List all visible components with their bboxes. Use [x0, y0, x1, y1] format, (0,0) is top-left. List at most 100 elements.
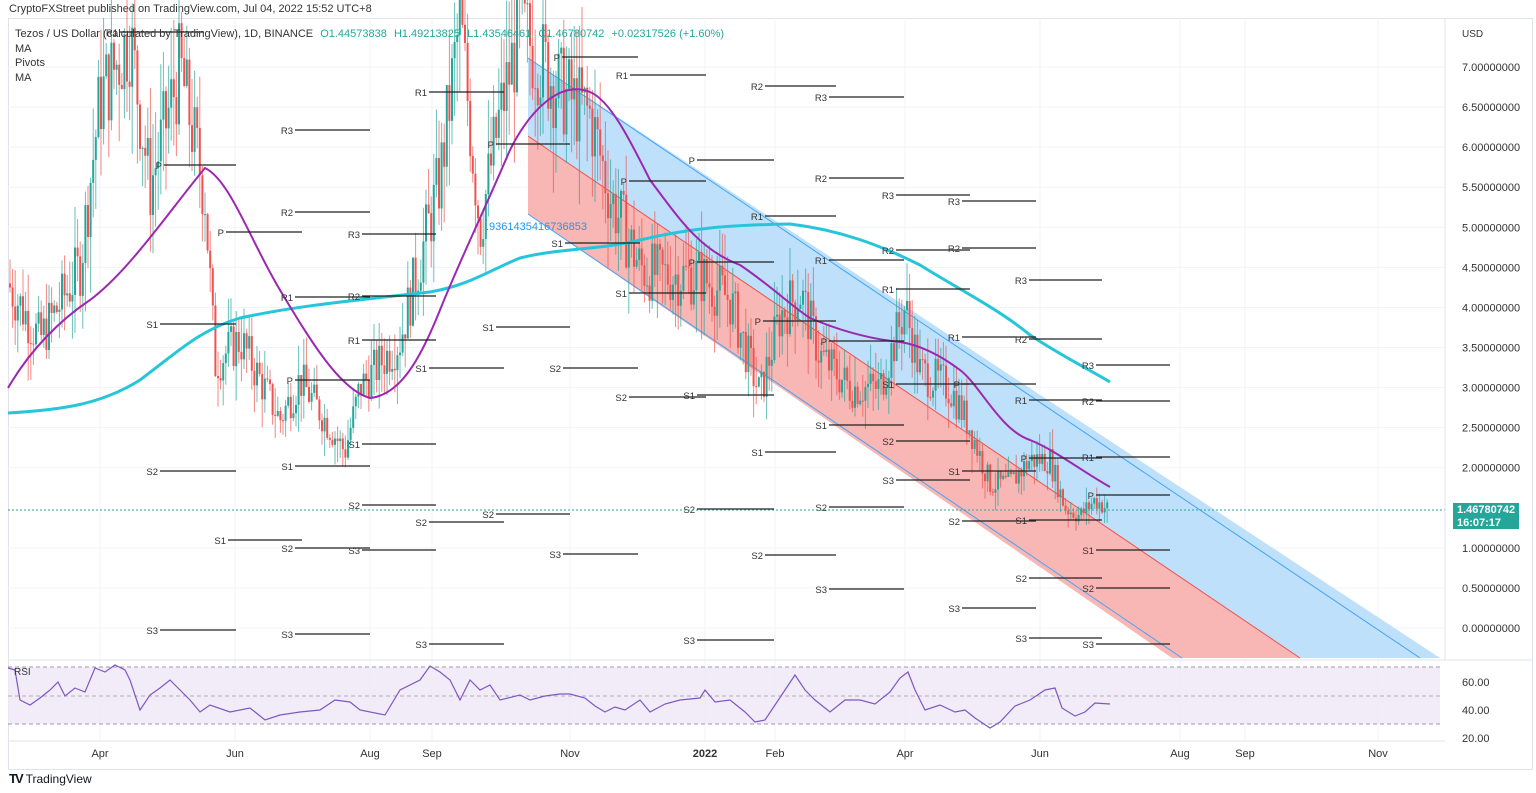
price-tick: 6.00000000: [1462, 142, 1520, 154]
pivot-label: P: [1021, 454, 1027, 465]
pivot-label: S1: [415, 364, 427, 375]
pivot-label: S2: [146, 467, 158, 478]
pivot-label: S3: [815, 585, 827, 596]
price-tick: 3.00000000: [1462, 383, 1520, 395]
pivot-label: S1: [482, 323, 494, 334]
time-tick: Aug: [1170, 748, 1190, 760]
pivot-label: S1: [214, 536, 226, 547]
pivot-label: R2: [882, 246, 894, 257]
time-axis[interactable]: Apr Jun Aug Sep Nov 2022 Feb Apr Jun Aug Sep Nov: [91, 748, 1388, 760]
pivot-label: R3: [1015, 276, 1027, 287]
pivot-label: R3: [882, 191, 894, 202]
pivot-label: R2: [751, 82, 763, 93]
publisher-caption: CryptoFXStreet published on TradingView.…: [9, 3, 372, 15]
pivot-label: S2: [615, 393, 627, 404]
pivot-label: S1: [146, 320, 158, 331]
descending-channel[interactable]: [527, 57, 1440, 659]
price-tick: 5.00000000: [1462, 222, 1520, 234]
pivot-label: S1: [615, 289, 627, 300]
indicator-ma-1[interactable]: MA: [15, 42, 32, 55]
pivot-label: P: [954, 380, 960, 391]
open-value: O1.44573838: [320, 28, 387, 40]
currency-label: USD: [1462, 29, 1483, 40]
symbol-name[interactable]: Tezos / US Dollar (calculated by Trading…: [15, 28, 314, 40]
pivot-label: S1: [948, 467, 960, 478]
pivot-label: R1: [281, 293, 293, 304]
pivot-label: S3: [948, 604, 960, 615]
pivot-label: P: [755, 317, 761, 328]
pivot-label: R1: [751, 212, 763, 223]
pivot-label: S2: [415, 518, 427, 529]
low-value: L1.43546461: [467, 28, 532, 40]
pivot-label: R2: [1082, 397, 1094, 408]
pivot-label: S3: [146, 626, 158, 637]
price-tick: 6.50000000: [1462, 102, 1520, 114]
pivot-label: P: [689, 156, 695, 167]
pivot-label: S1: [281, 462, 293, 473]
pivot-label: S3: [882, 476, 894, 487]
pivot-label: R1: [882, 285, 894, 296]
pivot-label: S2: [882, 437, 894, 448]
pivot-label: S1: [1082, 546, 1094, 557]
time-tick: Feb: [766, 748, 785, 760]
pivot-label: S1: [815, 421, 827, 432]
pivot-label: R1: [106, 28, 118, 39]
pivot-label: S2: [948, 517, 960, 528]
pivot-label: S1: [348, 440, 360, 451]
pivot-label: S2: [281, 544, 293, 555]
pivot-label: S1: [1015, 516, 1027, 527]
ma-slow-line: [7, 222, 1111, 415]
pivot-label: R3: [815, 93, 827, 104]
pivot-label: P: [218, 228, 224, 239]
time-tick: Jun: [1031, 748, 1049, 760]
time-tick: Sep: [1235, 748, 1255, 760]
pivot-label: R1: [815, 256, 827, 267]
pivot-label: S1: [751, 448, 763, 459]
pivot-label: P: [287, 376, 293, 387]
chart-frame: [8, 18, 1533, 770]
pivot-label: S2: [1015, 574, 1027, 585]
pivot-label: S3: [549, 550, 561, 561]
pivot-label: R3: [1082, 361, 1094, 372]
pivot-label: S2: [482, 510, 494, 521]
pivot-label: R2: [815, 174, 827, 185]
pivot-label: R2: [1015, 335, 1027, 346]
rsi-label: RSI: [14, 667, 31, 678]
pivot-levels: R1 P P R3 R2 S1 R1 S2 S1 S3 S1 P S2 S3 R1 R3 R2 R1 S1 S2 S3 S…: [106, 28, 1170, 651]
pivot-label: R1: [616, 71, 628, 82]
tradingview-logo-icon: TV: [9, 771, 24, 786]
pivot-label: S3: [1082, 640, 1094, 651]
pivot-label: R3: [948, 197, 960, 208]
symbol-row: Tezos / US Dollar (calculated by Trading…: [15, 27, 724, 42]
price-axis-ticks[interactable]: 7.00000000 6.50000000 6.00000000 5.50000000…: [1462, 62, 1520, 635]
time-tick: 2022: [693, 748, 717, 760]
close-value: C1.46780742: [538, 28, 605, 40]
price-tick: 0.00000000: [1462, 623, 1520, 635]
indicator-ma-2[interactable]: MA: [15, 71, 32, 84]
indicator-pivots[interactable]: Pivots: [15, 57, 45, 69]
pivot-label: S3: [415, 640, 427, 651]
price-tick: 2.50000000: [1462, 423, 1520, 435]
time-tick: Jun: [226, 748, 244, 760]
pivot-label: S2: [348, 501, 360, 512]
channel-mid-line: [527, 135, 1301, 659]
pivot-label: P: [488, 140, 494, 151]
channel-top-line: [527, 57, 1421, 659]
price-tick: 3.50000000: [1462, 343, 1520, 355]
pivot-label: R1: [348, 336, 360, 347]
pivot-label: R2: [948, 244, 960, 255]
rsi-tick-60: 60.00: [1462, 677, 1490, 689]
ma-fast-line: [7, 88, 1111, 488]
bar-countdown: 16:07:17: [1457, 516, 1502, 529]
time-tick: Aug: [360, 748, 380, 760]
price-tick: 4.50000000: [1462, 262, 1520, 274]
time-tick: Nov: [560, 748, 580, 760]
footer-branding: TV TradingView: [9, 771, 92, 786]
rsi-line: [7, 664, 1111, 729]
pivot-label: S1: [551, 239, 563, 250]
time-tick: Apr: [91, 748, 108, 760]
price-tick: 2.00000000: [1462, 463, 1520, 475]
price-tick: 5.50000000: [1462, 182, 1520, 194]
pivot-label: S3: [683, 636, 695, 647]
